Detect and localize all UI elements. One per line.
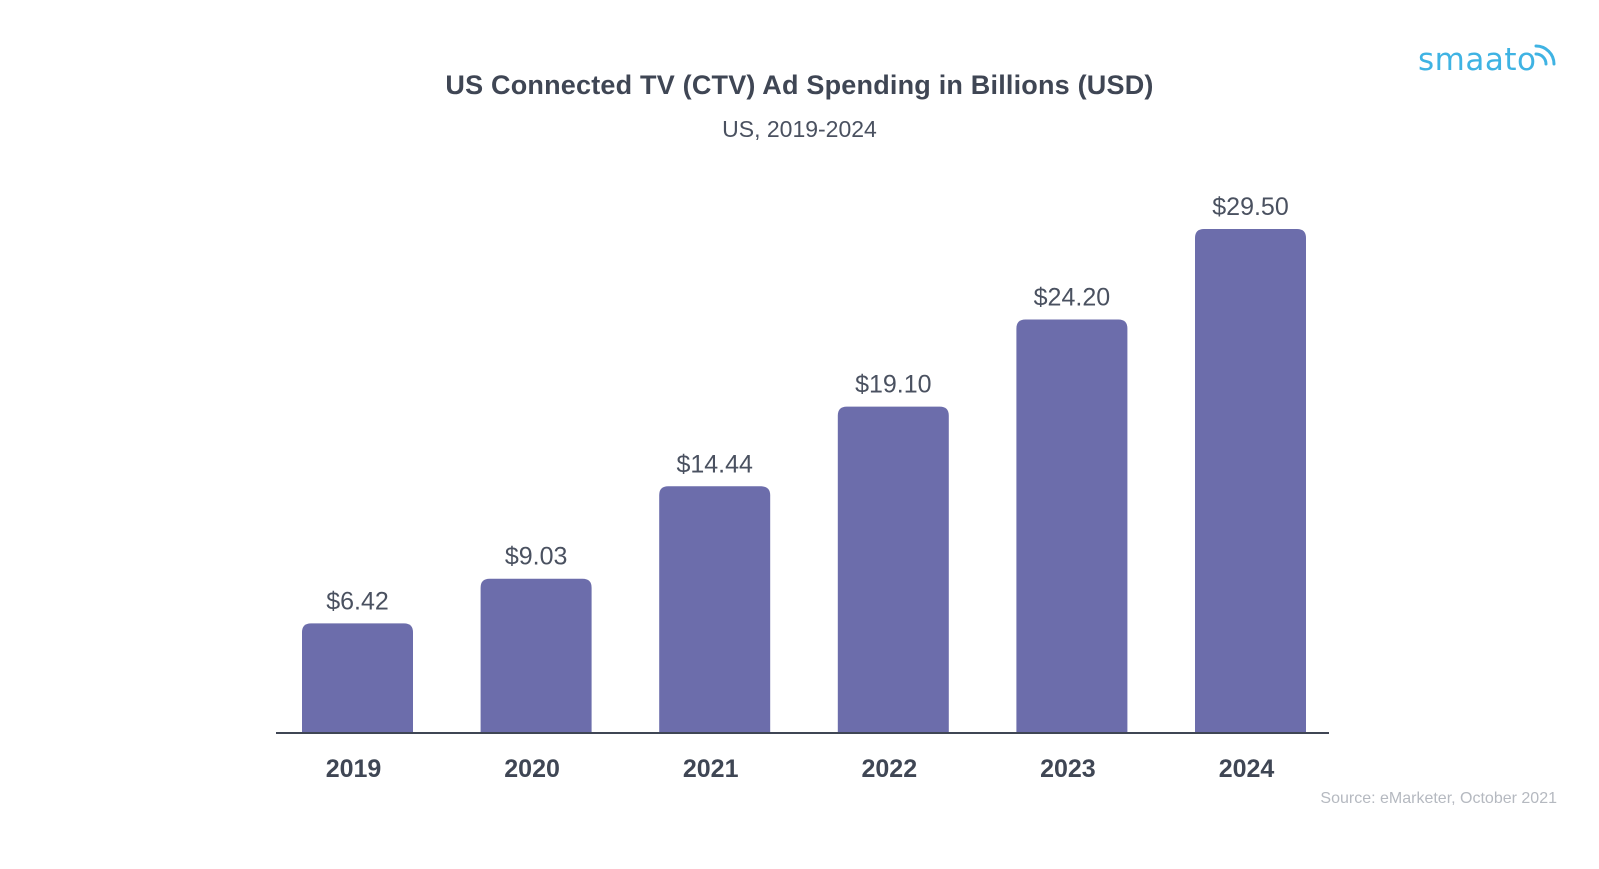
category-label-2024: 2024 — [1219, 755, 1275, 783]
category-label-2021: 2021 — [683, 755, 739, 783]
value-label-2020: $9.03 — [505, 543, 568, 571]
bar-2024 — [1195, 229, 1306, 733]
chart-subtitle: US, 2019-2024 — [722, 116, 877, 142]
bars-layer — [302, 229, 1306, 733]
logo-text: smaato — [1418, 42, 1537, 78]
category-label-2023: 2023 — [1040, 755, 1096, 783]
bar-2021 — [659, 486, 771, 733]
value-label-2021: $14.44 — [676, 450, 753, 478]
value-label-2019: $6.42 — [326, 587, 389, 615]
bar-2019 — [302, 623, 413, 733]
value-label-2023: $24.20 — [1034, 284, 1110, 312]
value-label-2024: $29.50 — [1212, 193, 1288, 221]
wifi-signal-icon — [1534, 44, 1556, 66]
bar-2022 — [837, 406, 949, 733]
category-label-2020: 2020 — [504, 755, 560, 783]
category-label-2022: 2022 — [861, 755, 917, 783]
bar-2020 — [480, 578, 592, 733]
chart-title: US Connected TV (CTV) Ad Spending in Bil… — [445, 70, 1154, 100]
category-label-2019: 2019 — [326, 755, 382, 783]
bar-2023 — [1016, 319, 1128, 733]
labels-layer: $6.42 2019 $9.03 2020 $14.44 2021 $19.10 2022 $2… — [326, 193, 1289, 783]
smaato-logo: smaato — [1418, 40, 1563, 84]
value-label-2022: $19.10 — [855, 371, 931, 399]
source-note: Source: eMarketer, October 2021 — [1320, 790, 1557, 807]
